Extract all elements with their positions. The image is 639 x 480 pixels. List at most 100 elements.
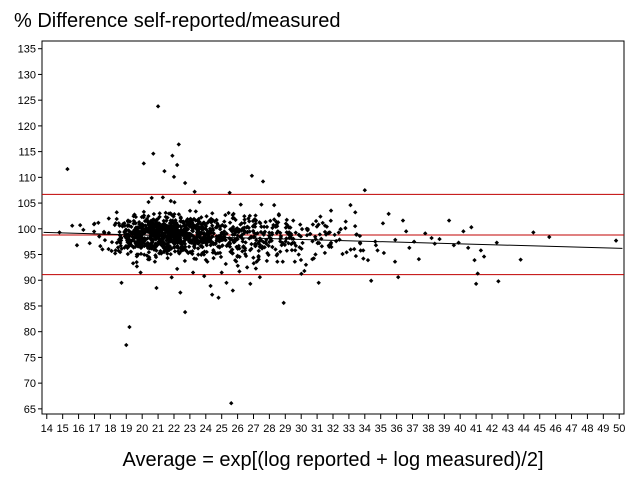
data-point	[230, 247, 235, 252]
data-point	[201, 220, 206, 226]
data-point	[268, 218, 273, 224]
data-point	[218, 254, 224, 260]
x-tick-label: 30	[295, 423, 307, 435]
data-point	[316, 240, 322, 246]
data-point	[141, 209, 147, 215]
data-point	[208, 230, 214, 236]
data-point	[161, 218, 166, 224]
data-point	[100, 247, 105, 252]
data-point	[322, 250, 328, 256]
data-point	[182, 258, 188, 264]
x-tick-label: 39	[438, 423, 450, 435]
data-point	[237, 269, 242, 274]
data-point	[122, 221, 127, 226]
data-point	[142, 226, 147, 232]
data-point	[242, 229, 248, 234]
data-point	[260, 179, 266, 184]
data-point	[407, 245, 412, 251]
data-point	[258, 220, 263, 226]
data-point	[332, 232, 337, 238]
data-point	[139, 224, 144, 230]
data-point	[134, 228, 139, 233]
data-point	[313, 237, 318, 242]
data-point	[257, 242, 263, 247]
data-point	[130, 244, 135, 249]
data-point	[212, 219, 217, 224]
x-tick-label: 26	[231, 423, 243, 435]
data-point	[193, 218, 198, 223]
data-point	[276, 213, 282, 218]
data-point	[157, 251, 162, 256]
data-point	[299, 226, 305, 232]
data-point	[362, 188, 368, 193]
data-point	[235, 254, 240, 259]
data-point	[92, 221, 97, 226]
data-point	[133, 214, 139, 220]
data-point	[131, 221, 136, 226]
data-point	[475, 271, 480, 276]
data-point	[160, 195, 166, 200]
x-tick-label: 40	[454, 423, 466, 435]
data-point	[361, 248, 366, 253]
data-point	[117, 223, 122, 228]
data-point	[149, 195, 154, 201]
data-point	[119, 280, 124, 286]
data-point	[227, 220, 233, 225]
data-point	[156, 239, 162, 244]
data-point	[235, 226, 240, 231]
data-point	[187, 208, 193, 214]
data-point	[122, 234, 128, 239]
data-point	[128, 249, 134, 254]
data-point	[153, 218, 158, 223]
data-point	[297, 245, 302, 250]
data-point	[171, 174, 177, 180]
data-point	[261, 231, 266, 237]
data-point	[613, 238, 619, 243]
data-point	[220, 236, 226, 241]
y-tick-label: 105	[18, 198, 36, 210]
data-point	[127, 324, 132, 330]
data-point	[164, 241, 169, 247]
data-point	[348, 202, 353, 208]
y-tick-label: 125	[18, 95, 36, 107]
data-point	[253, 266, 259, 271]
data-point	[130, 261, 136, 266]
data-point	[358, 248, 363, 253]
data-point	[284, 236, 289, 241]
data-point	[87, 240, 92, 246]
x-tick-label: 32	[327, 423, 339, 435]
data-point	[395, 274, 401, 280]
data-point	[357, 233, 363, 239]
data-point	[114, 240, 120, 245]
data-point	[138, 270, 143, 275]
data-point	[172, 249, 178, 254]
data-point	[240, 249, 245, 254]
data-point	[146, 213, 151, 219]
data-point	[437, 236, 442, 242]
data-point	[187, 223, 192, 229]
data-point	[326, 243, 331, 248]
data-point	[286, 230, 292, 235]
data-point	[242, 251, 248, 257]
data-point	[134, 241, 139, 246]
data-point	[333, 238, 339, 244]
data-point	[156, 221, 162, 226]
data-point	[274, 230, 279, 236]
data-point	[322, 223, 328, 228]
data-point	[188, 240, 194, 245]
data-point	[164, 223, 170, 229]
data-point	[180, 219, 186, 225]
data-point	[205, 259, 210, 264]
y-tick-label: 80	[24, 327, 36, 339]
data-point	[133, 227, 138, 232]
data-point	[154, 231, 160, 237]
data-point	[292, 259, 298, 264]
data-point	[284, 248, 290, 253]
data-point	[158, 225, 164, 230]
data-point	[230, 251, 235, 256]
data-point	[242, 217, 247, 222]
data-point	[250, 228, 256, 234]
data-point	[192, 239, 198, 244]
y-tick-label: 110	[18, 172, 36, 184]
data-point	[280, 259, 285, 264]
